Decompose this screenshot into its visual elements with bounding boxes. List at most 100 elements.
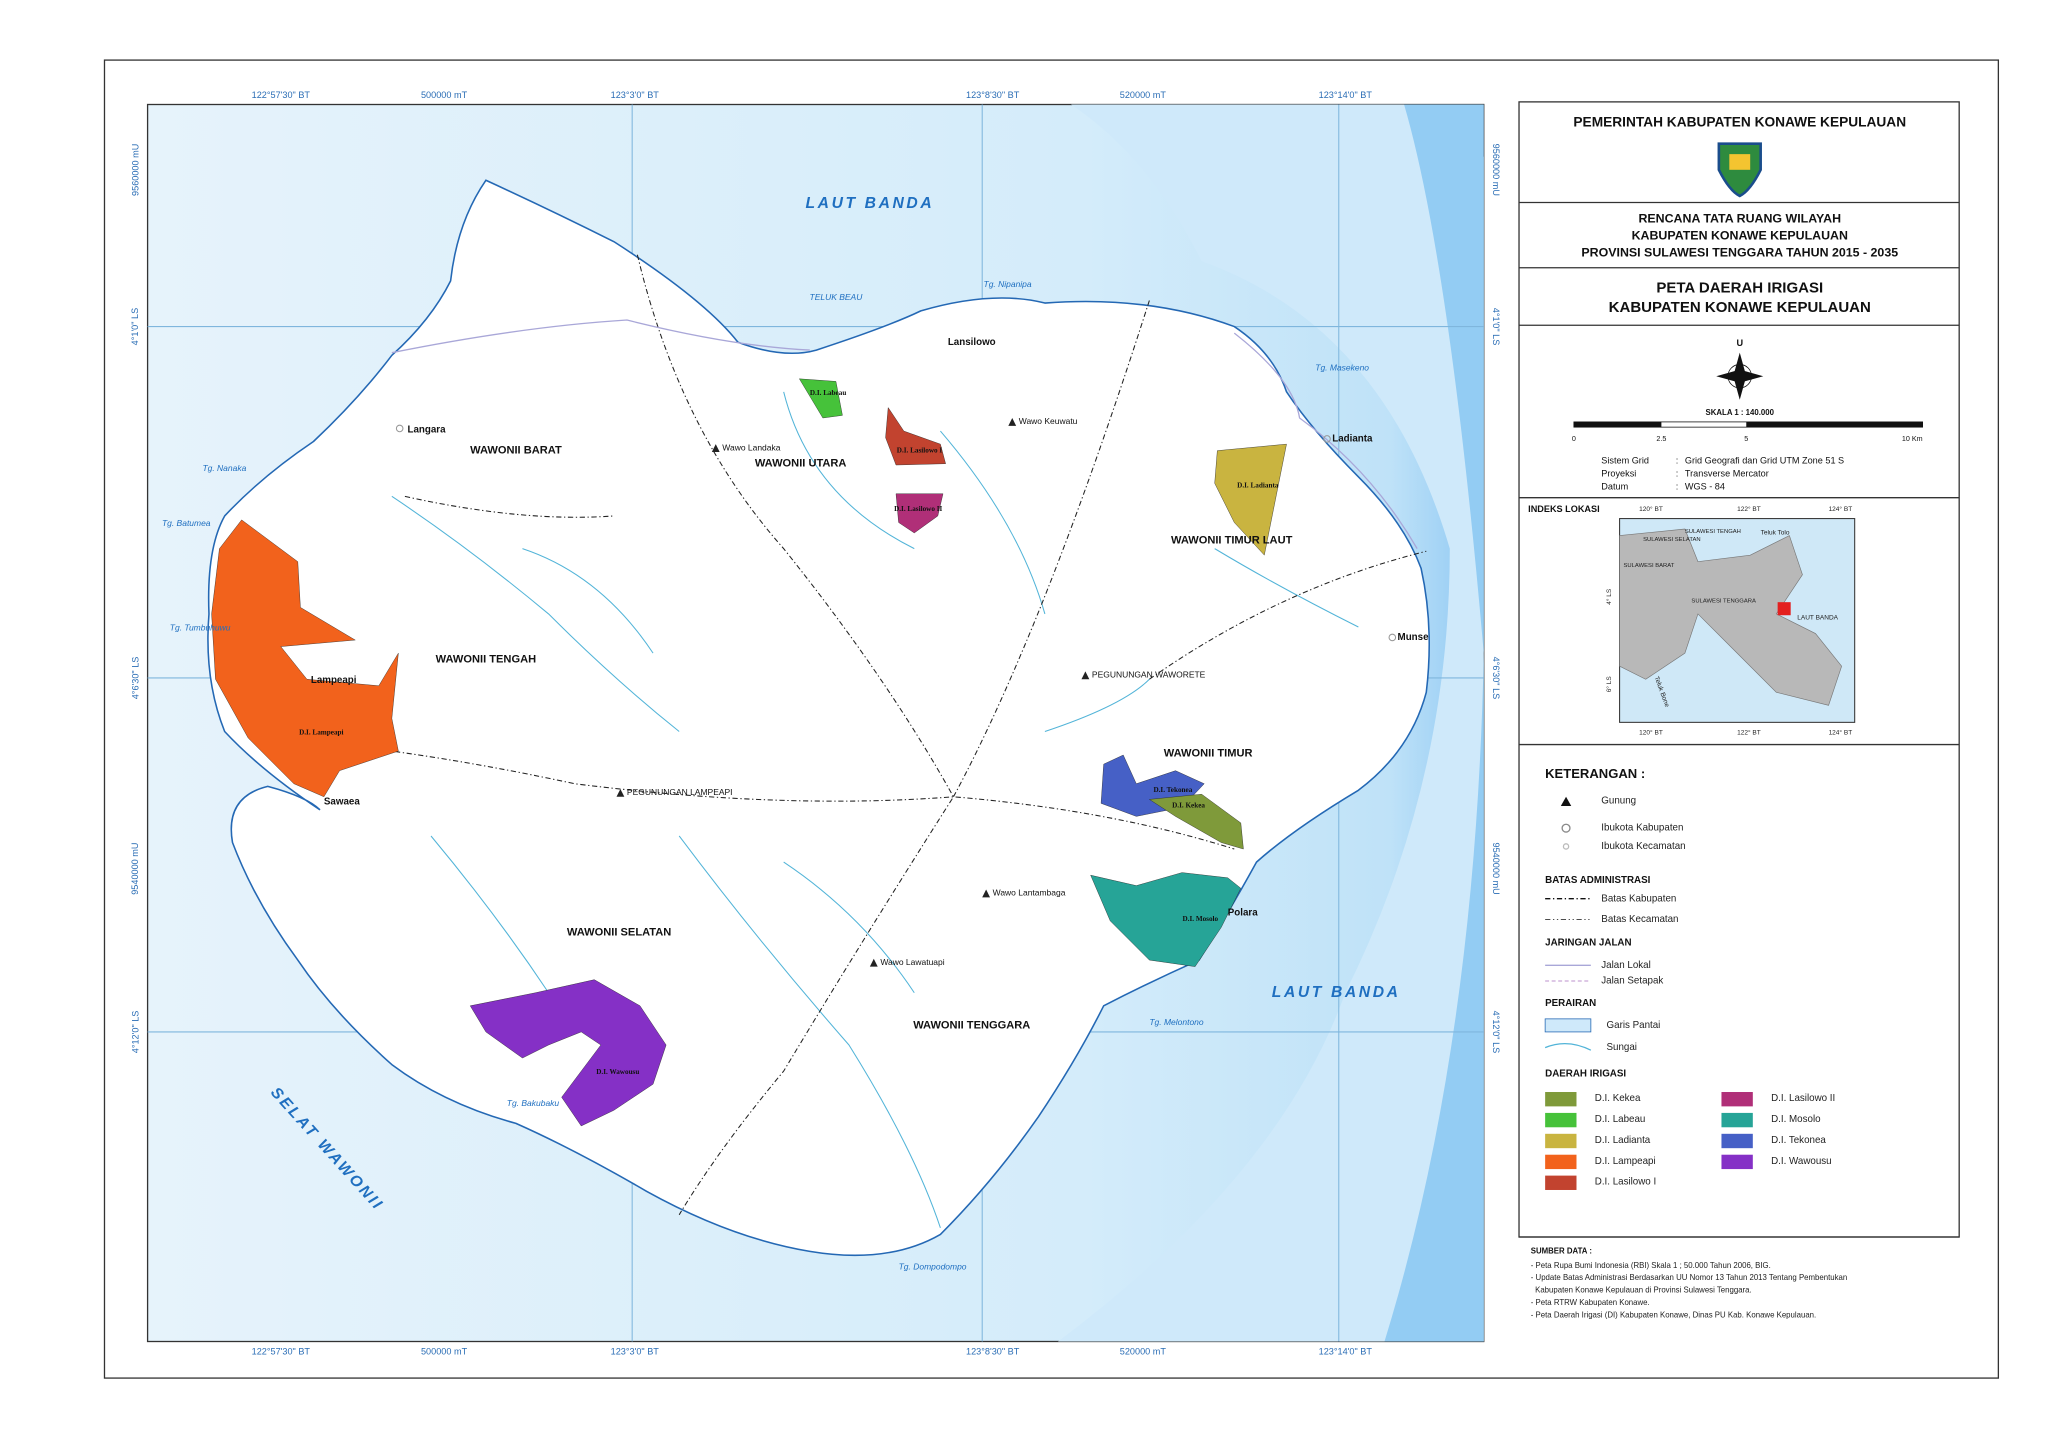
mountain-label: PEGUNUNGAN WAWORETE [1092,670,1206,680]
mountain-label: PEGUNUNGAN LAMPEAPI [627,787,733,797]
inset-label: 124° BT [1829,505,1853,513]
legend-swatch [1545,1154,1577,1170]
grid-label-top: 123°14'0" BT [1319,90,1373,100]
legend-label: D.I. Labeau [1595,1114,1646,1125]
inset-map [1619,518,1856,723]
irrigation-mosolo [1090,872,1242,967]
grid-info: WGS - 84 [1685,482,1725,492]
place-label: Langara [408,424,447,435]
district-label: WAWONII TIMUR LAUT [1171,535,1293,547]
panel-header: PEMERINTAH KABUPATEN KONAWE KEPULAUAN [1573,114,1906,129]
grid-label-top: 123°3'0" BT [611,90,660,100]
legend-river [1544,1043,1592,1051]
grid-info: Proyeksi [1601,469,1636,479]
legend-swatch [1721,1154,1753,1170]
bay-label: TELUK BEAU [810,292,864,302]
legend-section: BATAS ADMINISTRASI [1545,875,1651,886]
logo [1717,142,1762,198]
grid-label-bottom: 500000 mT [421,1346,468,1356]
north-label: U [1736,338,1743,348]
grid-info: Transverse Mercator [1685,469,1769,479]
source-line: - Update Batas Administrasi Berdasarkan … [1531,1273,1847,1282]
inset-label: SULAWESI TENGAH [1685,529,1741,535]
river [522,548,654,654]
grid-label-bottom: 123°3'0" BT [611,1346,660,1356]
plan-title: RENCANA TATA RUANG WILAYAH [1638,212,1841,226]
town-symbols [395,424,1397,642]
legend-swatch [1721,1112,1753,1128]
irrigation-label: D.I. Tekonea [1153,786,1192,794]
legend-label: D.I. Mosolo [1771,1114,1821,1125]
legend-label: Ibukota Kecamatan [1601,841,1685,852]
cape-label: Tg. Bakubaku [507,1098,560,1108]
plan-title: KABUPATEN KONAWE KEPULAUAN [1632,229,1848,243]
grid-label-bottom: 122°57'30" BT [252,1346,311,1356]
mountain-symbols [616,417,1090,967]
river [1214,548,1359,628]
town [1323,435,1331,443]
cape-label: Tg. Dompodompo [899,1261,967,1271]
grid-label-top: 122°57'30" BT [252,90,311,100]
river [783,861,915,994]
legend-label: D.I. Tekonea [1771,1135,1826,1146]
town [395,424,404,433]
place-label: Ladianta [1332,433,1373,444]
scale-label: SKALA 1 : 140.000 [1706,408,1775,417]
legend-title: KETERANGAN : [1545,766,1645,781]
grid-info: Datum [1601,482,1628,492]
grid-label-right: 4°1'0" LS [1491,308,1501,346]
grid-label-left: 9540000 mU [130,843,140,895]
scale-tick-label: 0 [1572,435,1576,443]
inset-label: LAUT BANDA [1797,615,1838,622]
legend-label: D.I. Lasilowo II [1771,1093,1835,1104]
grid-label-top: 520000 mT [1120,90,1167,100]
irrigation-label: D.I. Wawousu [596,1068,639,1076]
mountain-label: Wawo Keuwatu [1019,416,1078,426]
north-arrow-ew [1716,369,1764,383]
mountain [869,958,878,967]
legend-label: Jalan Lokal [1601,960,1650,971]
island [207,179,1430,1257]
inset-location [1777,602,1791,616]
boundary [254,737,1235,850]
mountain [1008,417,1017,426]
grid-info: : [1676,469,1679,479]
scale-bar [1573,421,1924,428]
grid-label-left: 4°6'30" LS [130,657,140,700]
grid-info: Sistem Grid [1601,456,1649,466]
irrigation-lampeapi [211,519,399,798]
sea-label: LAUT BANDA [806,195,935,212]
place-label: Lansilowo [948,337,996,348]
inset-label: SULAWESI TENGGARA [1691,598,1756,604]
grid-label-left: 4°1'0" LS [130,308,140,346]
cape-label: Tg. Melontono [1149,1017,1204,1027]
irrigation-label: D.I. Lasilowo I [897,446,943,454]
irrigation-lasilowo-1 [885,406,946,466]
river [1044,678,1150,732]
irrigation-label: D.I. Lasilowo II [894,505,942,513]
legend-capital [1561,823,1571,833]
grid-label-right: 9560000 mU [1491,144,1501,196]
grid-info: : [1676,456,1679,466]
legend-swatch [1545,1133,1577,1149]
sea-label: LAUT BANDA [1272,984,1401,1001]
district-label: WAWONII TIMUR [1164,748,1253,760]
inset-label: 4° LS [1605,588,1613,605]
legend-label: Gunung [1601,795,1636,806]
district-label: WAWONII TENGGARA [913,1019,1030,1031]
river [430,835,550,994]
cape-label: Tg. Tumbuhuwu [170,623,231,633]
legend-label: Jalan Setapak [1601,976,1663,987]
legend-symbols [1544,796,1592,1051]
legend-label: Garis Pantai [1607,1020,1661,1031]
irrigation-label: D.I. Mosolo [1182,915,1218,923]
river [783,391,915,550]
source-line: - Peta RTRW Kabupaten Konawe. [1531,1298,1650,1307]
legend-swatch [1545,1175,1577,1190]
scale-bar-segment [1746,421,1923,428]
scale-tick-label: 2.5 [1656,435,1666,443]
legend-label: Batas Kecamatan [1601,914,1678,925]
grid-label-top: 123°8'30" BT [966,90,1020,100]
rivers [391,391,1359,1229]
